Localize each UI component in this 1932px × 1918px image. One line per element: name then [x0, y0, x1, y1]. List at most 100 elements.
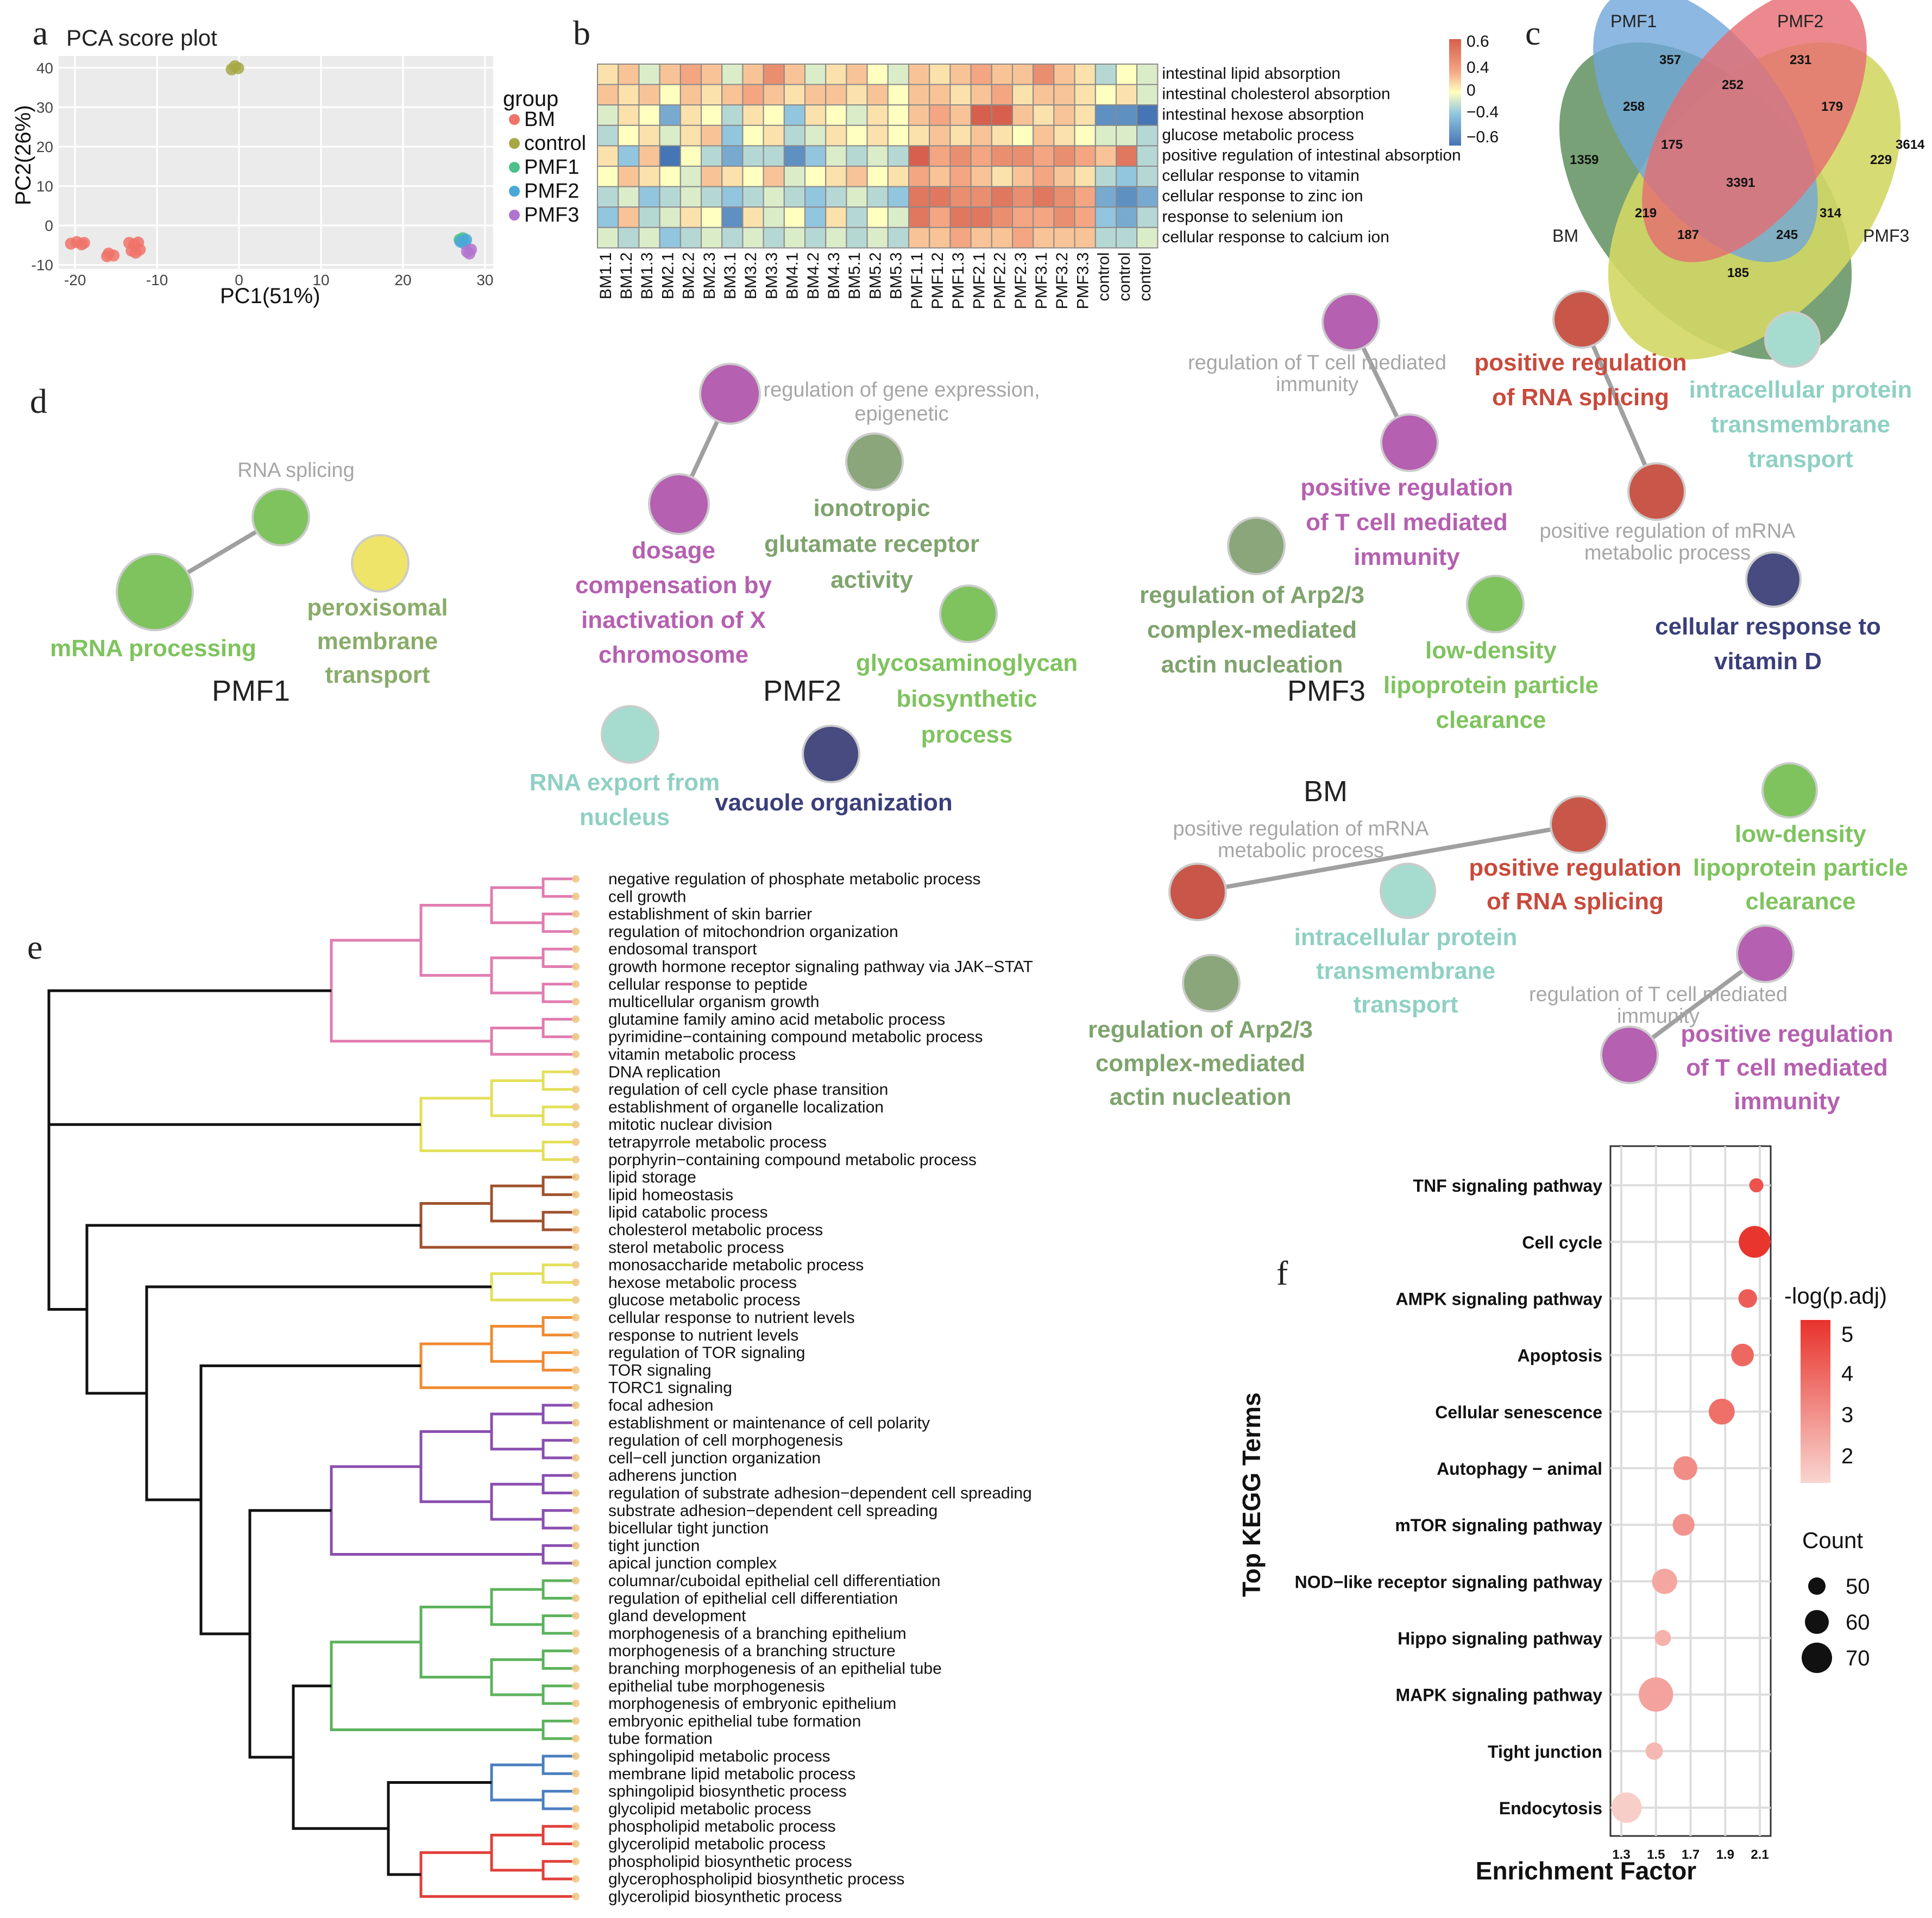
- heatmap-cell: [701, 166, 723, 187]
- dendrogram-leaf-label: epithelial tube morphogenesis: [608, 1677, 825, 1695]
- heatmap-column-label: BM1.2: [618, 252, 635, 299]
- dendrogram-leaf-dot: [572, 1471, 580, 1480]
- heatmap-cell: [1053, 206, 1075, 228]
- dendrogram-leaf-label: regulation of cell morphogenesis: [608, 1432, 843, 1450]
- dendrogram-leaf-label: glutamine family amino acid metabolic pr…: [608, 1010, 945, 1028]
- kegg-color-tick: 5: [1841, 1323, 1853, 1347]
- pca-legend-key: [509, 210, 520, 221]
- heatmap-cell: [1116, 227, 1138, 249]
- dendrogram-branch: [419, 1430, 492, 1504]
- heatmap-cell: [1074, 227, 1096, 249]
- dendrogram-leaf-dot: [572, 1191, 580, 1199]
- heatmap-colorbar-tick: 0.6: [1467, 33, 1489, 51]
- heatmap-cell: [597, 186, 619, 208]
- pca-score-plot: PCA score plot -20 -10 0 10 20 30 40 30 20 10 0 -10…: [11, 25, 586, 308]
- heatmap-cell: [866, 124, 889, 147]
- heatmap: intestinal lipid absorption intestinal ch…: [597, 33, 1499, 309]
- dendrogram-branch: [542, 1439, 576, 1460]
- heatmap-cell: [1074, 84, 1096, 106]
- network-pmf1: RNA splicing mRNA processing peroxisomal…: [50, 459, 448, 707]
- dendrogram-leaf-label: hexose metabolic process: [608, 1274, 797, 1292]
- heatmap-cell: [659, 104, 681, 126]
- network-node: [251, 488, 310, 546]
- dendrogram-branch: [330, 1465, 543, 1556]
- dendrogram-branch: [490, 1184, 543, 1223]
- kegg-size-key: [1802, 1643, 1832, 1673]
- heatmap-cell: [929, 227, 951, 249]
- heatmap-cell: [866, 166, 889, 187]
- network-edge: [1579, 318, 1659, 493]
- heatmap-cell: [908, 227, 930, 249]
- heatmap-cell: [908, 124, 930, 147]
- dendrogram-leaf-dot: [572, 1051, 580, 1058]
- pca-tick-labels: -20 -10 0 10 20 30 40 30 20 10 0 -10: [32, 60, 494, 288]
- dendrogram-leaf-dot: [572, 1770, 580, 1778]
- dendrogram-leaf-label: morphogenesis of a branching structure: [608, 1642, 896, 1660]
- heatmap-cell: [638, 166, 660, 187]
- heatmap-cell: [929, 104, 951, 126]
- heatmap-cell: [991, 227, 1013, 249]
- dendrogram-leaf-dot: [572, 998, 580, 1006]
- pca-xtick: 30: [476, 272, 493, 288]
- venn-region-count: 252: [1722, 78, 1744, 92]
- pca-ytick: 10: [36, 178, 53, 195]
- heatmap-cell: [908, 166, 930, 187]
- kegg-points: [1611, 1178, 1771, 1823]
- pca-point-PMF3: [463, 247, 476, 260]
- pca-legend-label: control: [524, 132, 586, 155]
- heatmap-cell: [970, 104, 992, 126]
- heatmap-cell: [618, 186, 640, 208]
- heatmap-cell: [638, 227, 660, 249]
- dendrogram-branch: [490, 956, 543, 995]
- network-node: [601, 705, 659, 764]
- network-node: [1764, 311, 1821, 368]
- dendrogram-backbone: [85, 1224, 421, 1395]
- dendrogram-branch: [542, 1070, 576, 1091]
- heatmap-column-label: BM4.2: [804, 252, 822, 299]
- dendrogram-leaf-label: establishment of organelle localization: [608, 1098, 884, 1116]
- venn-label-pmf3: PMF3: [1863, 226, 1909, 246]
- heatmap-cell: [866, 206, 889, 228]
- pca-legend-label: PMF1: [524, 156, 579, 179]
- dendrogram-leaf-label: phospholipid biosynthetic process: [608, 1853, 852, 1871]
- dendrogram-leaf-label: endosomal transport: [608, 940, 757, 958]
- heatmap-cell: [679, 145, 702, 167]
- heatmap-cell: [970, 186, 992, 208]
- heatmap-cell: [929, 124, 951, 147]
- kegg-xtick: 1.7: [1682, 1847, 1700, 1862]
- dendrogram-leaf-dot: [572, 1717, 580, 1725]
- heatmap-cell: [929, 186, 951, 208]
- network-node: [1380, 863, 1436, 919]
- dendrogram-leaf-label: DNA replication: [608, 1063, 721, 1081]
- heatmap-cell: [846, 145, 868, 167]
- heatmap-cell: [597, 64, 619, 85]
- kegg-point: [1645, 1742, 1663, 1760]
- pca-legend-key: [509, 138, 520, 149]
- dendrogram-branch: [419, 903, 492, 977]
- venn-region-count: 314: [1820, 206, 1842, 221]
- heatmap-cell: [742, 64, 764, 85]
- heatmap-cell: [991, 64, 1013, 85]
- dendrogram-branch: [419, 1342, 576, 1389]
- dendrogram-leaf-dot: [572, 1384, 580, 1392]
- heatmap-cell: [949, 206, 972, 228]
- heatmap-cell: [618, 64, 640, 85]
- dendrogram-leaf-dot: [572, 1542, 580, 1550]
- heatmap-cell: [970, 145, 992, 167]
- dendrogram-branch: [542, 1719, 576, 1740]
- heatmap-cell: [949, 186, 972, 208]
- heatmap-cell: [618, 124, 640, 147]
- heatmap-colorbar-tick: −0.6: [1467, 128, 1499, 146]
- heatmap-cell: [638, 186, 660, 208]
- dendrogram-branch: [419, 1097, 543, 1153]
- network-node: [1380, 413, 1439, 472]
- heatmap-cell: [887, 206, 909, 228]
- dendrogram-leaf-label: gland development: [608, 1607, 746, 1625]
- dendrogram-branch: [542, 913, 576, 933]
- dendrogram-backbone: [145, 1285, 492, 1501]
- network-term: RNA splicing: [237, 459, 354, 482]
- heatmap-cell: [1116, 166, 1138, 187]
- kegg-point: [1709, 1398, 1735, 1425]
- venn-label-pmf1: PMF1: [1610, 11, 1657, 31]
